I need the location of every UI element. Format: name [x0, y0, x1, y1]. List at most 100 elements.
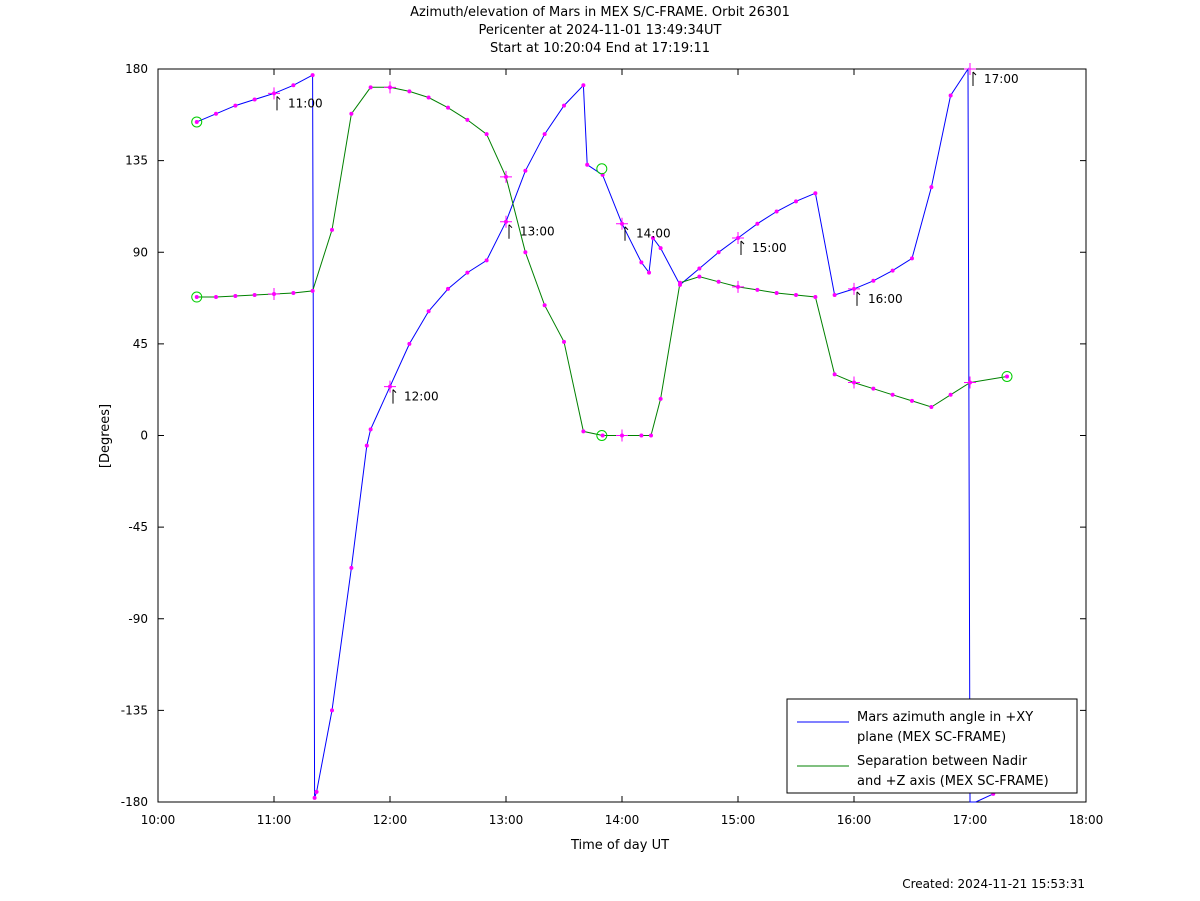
annotation-label-3: 14:00	[636, 227, 671, 241]
annotation-arrow-4	[740, 240, 745, 255]
legend-label-azimuth-2: plane (MEX SC-FRAME)	[857, 730, 1006, 745]
y-tick-label-6: -90	[128, 612, 148, 626]
y-tick-labels: 180 135 90 45 0 -45 -90 -135 -180	[121, 62, 148, 809]
data-point-s0-32	[697, 266, 702, 271]
data-point-s0-21	[542, 132, 547, 137]
data-point-s1-3	[252, 293, 257, 298]
legend: Mars azimuth angle in +XY plane (MEX SC-…	[786, 698, 1078, 794]
point-markers	[194, 73, 1010, 800]
data-point-s1-36	[871, 386, 876, 391]
data-point-s1-6	[310, 288, 315, 293]
annotation-label-4: 15:00	[752, 241, 787, 255]
data-point-s1-40	[948, 392, 953, 397]
data-point-s1-34	[832, 372, 837, 377]
data-point-s1-1	[214, 295, 218, 300]
data-point-s0-11	[364, 443, 369, 448]
annotation-label-2: 13:00	[520, 225, 555, 239]
start-marker-1	[191, 291, 203, 303]
x-tick-label-7: 17:00	[953, 813, 988, 827]
data-point-s0-5	[291, 83, 296, 88]
data-point-s0-29	[650, 235, 655, 240]
data-point-s0-6	[310, 73, 315, 78]
x-axis-label: Time of day UT	[570, 838, 669, 853]
data-point-s1-38	[910, 398, 914, 403]
data-point-s1-12	[426, 95, 431, 100]
special-markers	[191, 63, 1013, 442]
x-tick-label-0: 10:00	[141, 813, 176, 827]
annotation-label-1: 12:00	[404, 390, 439, 404]
data-point-s1-18	[542, 303, 547, 308]
data-point-s0-15	[426, 309, 431, 314]
annotation-label-5: 16:00	[868, 292, 903, 306]
data-point-s1-32	[794, 293, 798, 298]
x-tick-label-2: 12:00	[373, 813, 408, 827]
created-timestamp: Created: 2024-11-21 15:53:31	[902, 877, 1085, 891]
data-point-s0-36	[774, 209, 779, 214]
hour-cross-marker-11	[848, 376, 860, 389]
annotation-label-0: 11:00	[288, 96, 323, 110]
data-point-s0-3	[252, 97, 257, 102]
data-point-s0-45	[948, 93, 953, 98]
legend-label-azimuth-1: Mars azimuth angle in +XY	[857, 710, 1033, 725]
annotation-arrow-6	[972, 71, 977, 86]
data-point-s0-27	[639, 260, 644, 265]
legend-label-separation-1: Separation between Nadir	[857, 754, 1028, 769]
series-line-1	[196, 86, 1008, 436]
hour-cross-marker-3	[384, 81, 396, 94]
data-point-s1-8	[349, 111, 354, 116]
data-point-s1-7	[330, 227, 334, 232]
data-point-s0-12	[368, 427, 373, 432]
data-point-s1-25	[658, 396, 663, 401]
annotation-arrow-0	[276, 96, 281, 111]
y-tick-label-8: -180	[121, 795, 148, 809]
data-point-s0-17	[465, 270, 470, 275]
hour-cross-marker-6	[616, 217, 628, 230]
data-point-s0-22	[562, 103, 566, 108]
pericenter-marker-0	[596, 163, 608, 175]
data-point-s1-0	[194, 295, 199, 300]
data-point-s0-0	[194, 119, 199, 124]
legend-box	[786, 698, 1078, 794]
data-point-s1-39	[929, 404, 934, 409]
data-point-s1-27	[697, 274, 702, 279]
data-point-s1-26	[678, 280, 682, 285]
axis-ticks	[157, 68, 1087, 803]
data-point-s0-37	[794, 199, 798, 204]
data-point-s0-16	[446, 286, 450, 291]
data-point-s1-37	[890, 392, 895, 397]
data-point-s0-28	[647, 270, 652, 275]
data-point-s0-9	[330, 708, 334, 713]
data-point-s0-14	[407, 341, 412, 346]
data-point-s1-21	[600, 433, 605, 438]
chart-subtitle-start-end: Start at 10:20:04 End at 17:19:11	[489, 41, 711, 56]
y-axis-label: [Degrees]	[98, 404, 113, 468]
data-point-s1-28	[716, 279, 721, 284]
annotation-arrow-2	[508, 224, 513, 239]
annotation-arrow-1	[392, 389, 397, 404]
x-tick-label-5: 15:00	[721, 813, 756, 827]
chart-subtitle-pericenter: Pericenter at 2024-11-01 13:49:34UT	[478, 23, 722, 38]
data-point-s0-23	[581, 83, 586, 88]
annotation-arrow-5	[856, 291, 861, 306]
data-point-s0-10	[349, 565, 354, 570]
data-point-s1-17	[523, 250, 528, 255]
data-point-s1-20	[581, 429, 586, 434]
pericenter-marker-1	[596, 430, 608, 441]
y-tick-label-1: 135	[125, 154, 148, 168]
data-point-s1-30	[755, 287, 760, 292]
data-point-s0-20	[523, 168, 528, 173]
chart-title: Azimuth/elevation of Mars in MEX S/C-FRA…	[410, 5, 790, 20]
y-tick-label-0: 180	[125, 62, 148, 76]
annotation-arrow-3	[624, 226, 629, 241]
hour-cross-marker-4	[500, 215, 512, 228]
data-point-s1-15	[484, 132, 489, 137]
hour-cross-marker-9	[732, 280, 744, 293]
data-point-s0-42	[890, 268, 895, 273]
data-point-s0-7	[312, 795, 317, 800]
data-point-s0-33	[716, 250, 721, 255]
data-point-s0-30	[658, 246, 663, 251]
y-tick-label-5: -45	[128, 520, 148, 534]
hour-annotations: 11:00 12:00 13:00 14:00 15:00 16:00 17:00	[276, 71, 1019, 404]
data-point-s1-42	[1005, 374, 1010, 379]
